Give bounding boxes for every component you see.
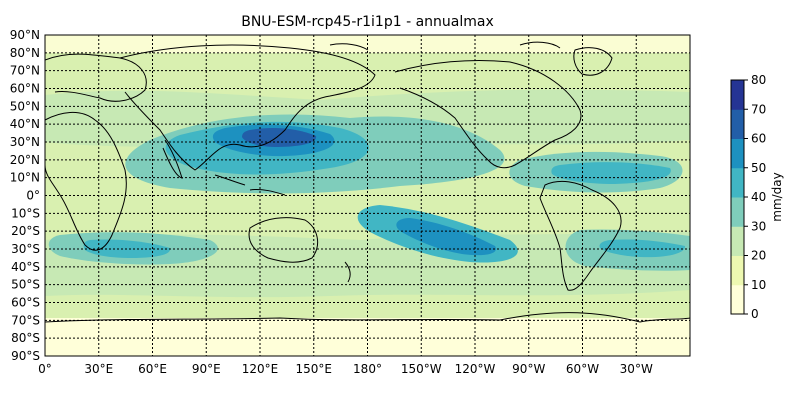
map-title: BNU-ESM-rcp45-r1i1p1 - annualmax (241, 14, 494, 30)
colorbar-tick-label: 20 (751, 249, 766, 263)
europe-outline (45, 53, 147, 102)
colorbar-swatch (731, 197, 744, 227)
lon-label: 150°E (296, 362, 333, 376)
lon-label: 90°W (512, 362, 545, 376)
australia-outline (248, 217, 319, 263)
lat-label: 70°S (11, 313, 40, 327)
lon-label: 30°E (84, 362, 113, 376)
lon-label: 120°W (455, 362, 496, 376)
asia-outline (119, 44, 376, 171)
lat-label: 90°S (11, 349, 40, 363)
lat-label: 20°S (11, 224, 40, 238)
colorbar-swatch (731, 284, 744, 315)
lat-label: 50°S (11, 278, 40, 292)
colorbar: 0 10 20 30 40 50 60 70 80 mm/day (730, 73, 784, 321)
map-body (45, 35, 690, 356)
colorbar-tick-label: 50 (751, 161, 766, 175)
colorbar-swatch (731, 167, 744, 198)
colorbar-tick-label: 30 (751, 219, 766, 233)
lon-label: 120°E (242, 362, 279, 376)
atlantic-itcz-core (551, 162, 671, 184)
lat-label: 50°N (10, 99, 40, 113)
lat-label: 0° (26, 189, 40, 203)
lat-label: 80°S (11, 331, 40, 345)
lat-label: 30°N (10, 135, 40, 149)
africa-outline (45, 112, 127, 251)
lat-label: 10°N (10, 171, 40, 185)
colorbar-tick-label: 80 (751, 73, 766, 87)
lat-label: 90°N (10, 28, 40, 42)
lon-label: 60°E (138, 362, 167, 376)
lat-label: 70°N (10, 64, 40, 78)
lat-label: 80°N (10, 46, 40, 60)
lon-label: 0° (38, 362, 52, 376)
lon-label: 180° (353, 362, 382, 376)
antarctica-outline (45, 312, 690, 323)
lon-label: 30°W (620, 362, 653, 376)
latitude-labels: 90°N 80°N 70°N 60°N 50°N 40°N 30°N 20°N 10°N 0° 10… (10, 28, 40, 363)
colorbar-swatch (731, 109, 744, 139)
colorbar-label: mm/day (770, 172, 784, 222)
colorbar-swatch (731, 80, 744, 110)
lon-label: 60°W (566, 362, 599, 376)
gridlines (45, 35, 690, 356)
lon-label: 150°W (401, 362, 442, 376)
lat-label: 30°S (11, 242, 40, 256)
colorbar-tick-label: 0 (751, 307, 759, 321)
lon-label: 90°E (192, 362, 221, 376)
indonesia-outline (214, 174, 286, 196)
greenland-outline (573, 47, 613, 76)
colorbar-tick-label: 60 (751, 132, 766, 146)
south-atlantic-core (599, 239, 686, 258)
longitude-labels: 0° 30°E 60°E 90°E 120°E 150°E 180° 150°W 120°W 90… (38, 362, 653, 376)
lat-label: 20°N (10, 153, 40, 167)
lat-label: 60°S (11, 296, 40, 310)
colorbar-tick-label: 70 (751, 102, 766, 116)
colorbar-swatch (731, 255, 744, 286)
colorbar-swatch (731, 138, 744, 169)
lat-label: 40°N (10, 117, 40, 131)
map-frame (44, 34, 691, 357)
new-zealand-outline (344, 261, 351, 283)
colorbar-tick-label: 40 (751, 190, 766, 204)
lat-label: 60°N (10, 82, 40, 96)
north-america-outline (394, 59, 582, 169)
coastlines (45, 41, 690, 323)
arctic-islands-outline (329, 41, 561, 51)
lat-label: 10°S (11, 206, 40, 220)
colorbar-swatch (731, 226, 744, 256)
lat-label: 40°S (11, 260, 40, 274)
colorbar-tick-label: 10 (751, 278, 766, 292)
south-america-outline (539, 180, 622, 291)
